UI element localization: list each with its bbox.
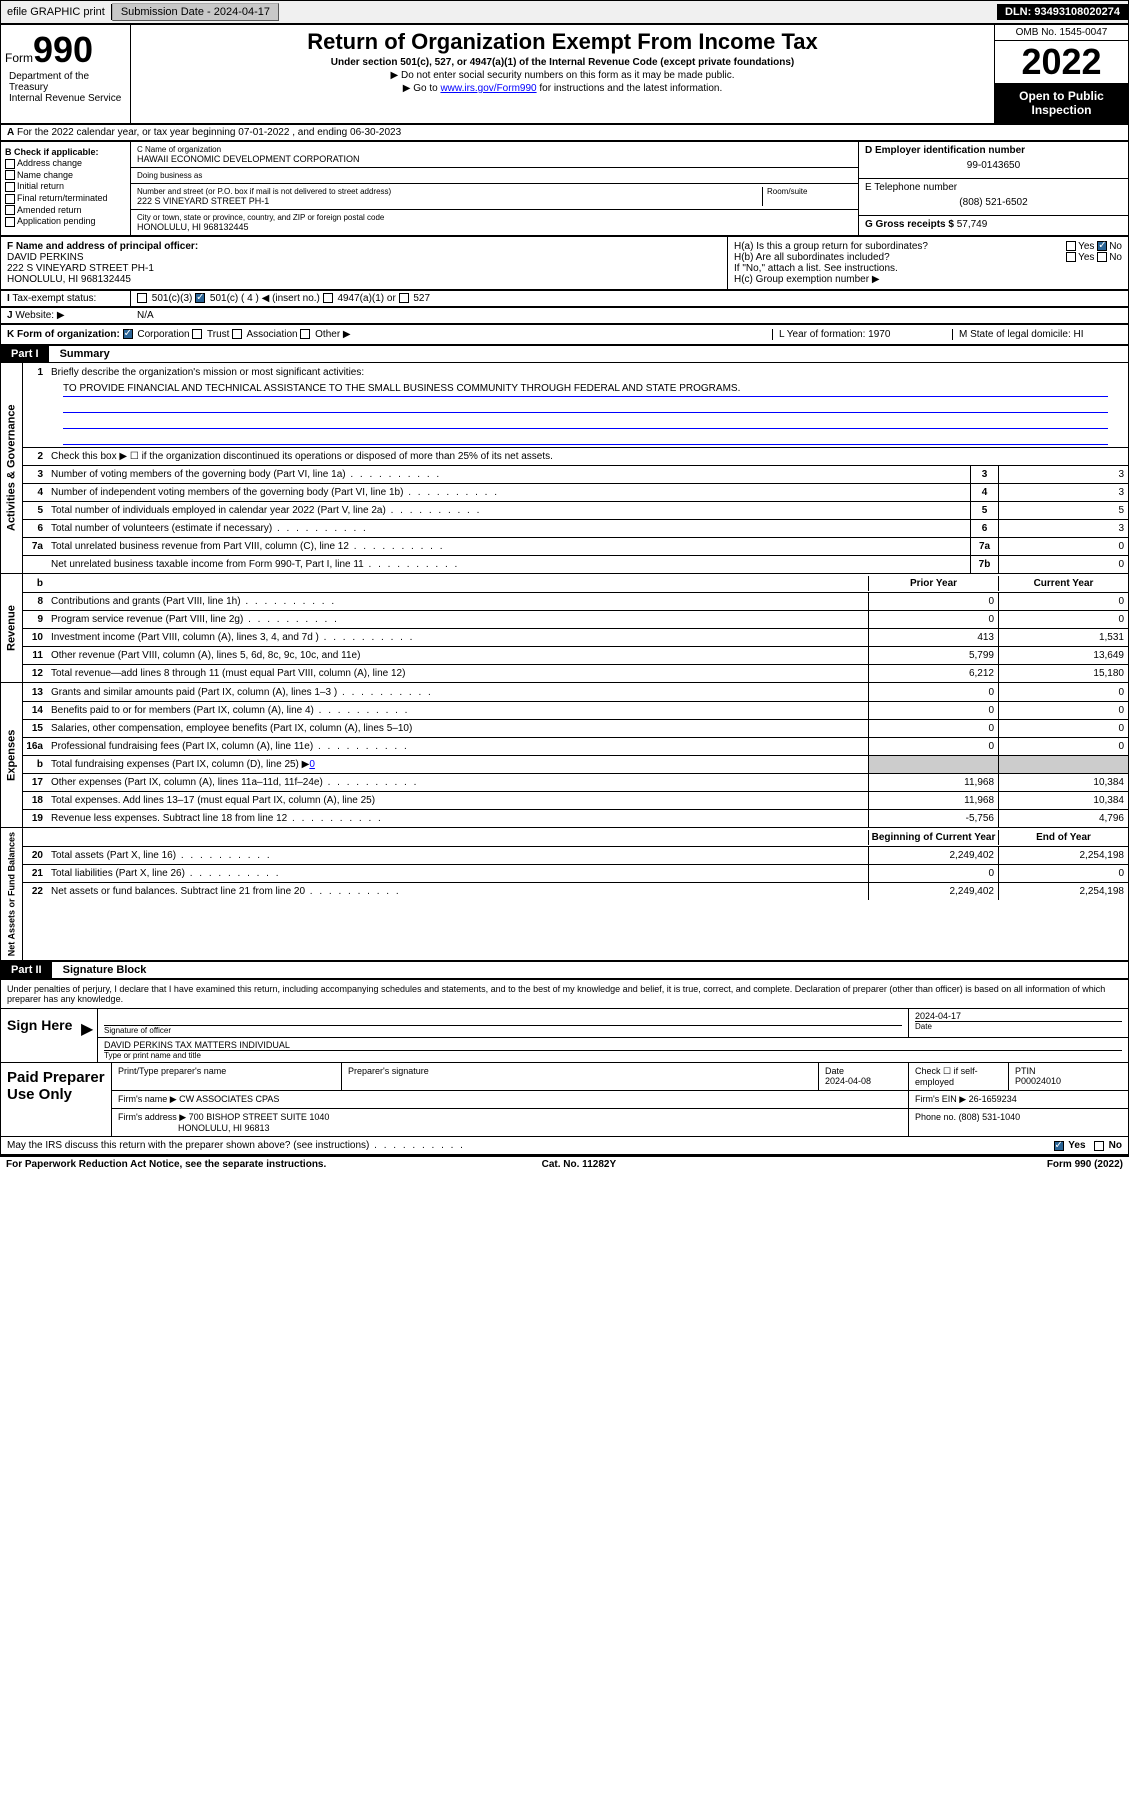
org-city: HONOLULU, HI 968132445	[137, 222, 852, 232]
org-name: HAWAII ECONOMIC DEVELOPMENT CORPORATION	[137, 154, 852, 164]
irs-link[interactable]: www.irs.gov/Form990	[440, 83, 536, 94]
expenses-section: Expenses 13Grants and similar amounts pa…	[0, 683, 1129, 828]
discuss-no-checkbox[interactable]	[1094, 1141, 1104, 1151]
part2-header: Part II Signature Block	[0, 961, 1129, 979]
dln-label: DLN: 93493108020274	[997, 4, 1128, 20]
arrow-icon: ▶	[81, 1009, 97, 1062]
officer-name: DAVID PERKINS TAX MATTERS INDIVIDUAL	[104, 1040, 1122, 1050]
header-center: Return of Organization Exempt From Incom…	[131, 25, 994, 123]
form-subtitle: Under section 501(c), 527, or 4947(a)(1)…	[139, 57, 986, 68]
form-note2: ▶ Go to www.irs.gov/Form990 for instruct…	[139, 83, 986, 94]
row-a-period: A For the 2022 calendar year, or tax yea…	[0, 124, 1129, 141]
org-street: 222 S VINEYARD STREET PH-1	[137, 196, 762, 206]
topbar: efile GRAPHIC print Submission Date - 20…	[0, 0, 1129, 24]
group-return: H(a) Is this a group return for subordin…	[728, 237, 1128, 289]
phone-value: (808) 521-6502	[865, 193, 1122, 212]
paid-preparer-label: Paid Preparer Use Only	[1, 1063, 111, 1136]
ein-value: 99-0143650	[865, 156, 1122, 175]
main-info: B Check if applicable: Address change Na…	[0, 141, 1129, 236]
submission-date-button[interactable]: Submission Date - 2024-04-17	[112, 3, 279, 21]
year-formation: L Year of formation: 1970	[772, 329, 952, 340]
row-fh: F Name and address of principal officer:…	[0, 236, 1129, 290]
omb-label: OMB No. 1545-0047	[995, 25, 1128, 41]
firm-name: CW ASSOCIATES CPAS	[179, 1094, 279, 1104]
form-header: Form990 Department of the Treasury Inter…	[0, 24, 1129, 124]
signature-block: Under penalties of perjury, I declare th…	[0, 979, 1129, 1155]
form-note1: ▶ Do not enter social security numbers o…	[139, 70, 986, 81]
application-pending-checkbox[interactable]	[5, 217, 15, 227]
dept-label: Department of the Treasury	[5, 71, 126, 93]
col-right: D Employer identification number99-01436…	[858, 142, 1128, 235]
row-i: I Tax-exempt status: 501(c)(3) 501(c) ( …	[0, 290, 1129, 307]
form-number-box: Form990 Department of the Treasury Inter…	[1, 25, 131, 123]
principal-officer: F Name and address of principal officer:…	[1, 237, 728, 289]
form-title: Return of Organization Exempt From Incom…	[139, 29, 986, 55]
sig-intro: Under penalties of perjury, I declare th…	[1, 980, 1128, 1008]
address-change-checkbox[interactable]	[5, 159, 15, 169]
vtab-activities: Activities & Governance	[1, 363, 23, 573]
amended-return-checkbox[interactable]	[5, 205, 15, 215]
irs-label: Internal Revenue Service	[5, 93, 126, 104]
activities-governance: Activities & Governance 1Briefly describ…	[0, 363, 1129, 574]
discuss-yes-checkbox[interactable]	[1054, 1141, 1064, 1151]
vtab-expenses: Expenses	[1, 683, 23, 827]
tax-year: 2022	[995, 41, 1128, 83]
col-b-checkboxes: B Check if applicable: Address change Na…	[1, 142, 131, 235]
efile-label: efile GRAPHIC print	[1, 4, 112, 20]
501c4-checkbox[interactable]	[195, 293, 205, 303]
col-c: C Name of organizationHAWAII ECONOMIC DE…	[131, 142, 858, 235]
mission-text: TO PROVIDE FINANCIAL AND TECHNICAL ASSIS…	[63, 383, 1108, 397]
final-return-checkbox[interactable]	[5, 194, 15, 204]
group-return-no[interactable]	[1097, 241, 1107, 251]
inspection-label: Open to Public Inspection	[995, 83, 1128, 123]
vtab-revenue: Revenue	[1, 574, 23, 682]
gross-receipts: 57,749	[957, 219, 988, 230]
revenue-section: Revenue bPrior YearCurrent Year 8Contrib…	[0, 574, 1129, 683]
row-k: K Form of organization: Corporation Trus…	[0, 324, 1129, 345]
initial-return-checkbox[interactable]	[5, 182, 15, 192]
header-right: OMB No. 1545-0047 2022 Open to Public In…	[994, 25, 1128, 123]
corporation-checkbox[interactable]	[123, 329, 133, 339]
discuss-row: May the IRS discuss this return with the…	[1, 1136, 1128, 1154]
website-value: N/A	[131, 308, 1128, 323]
row-j: J Website: ▶ N/A	[0, 307, 1129, 324]
name-change-checkbox[interactable]	[5, 170, 15, 180]
sign-here-label: Sign Here	[1, 1009, 81, 1062]
page-footer: For Paperwork Reduction Act Notice, see …	[0, 1155, 1129, 1172]
net-assets-section: Net Assets or Fund Balances Beginning of…	[0, 828, 1129, 961]
state-domicile: M State of legal domicile: HI	[952, 329, 1122, 340]
part1-header: Part I Summary	[0, 345, 1129, 363]
vtab-net-assets: Net Assets or Fund Balances	[1, 828, 23, 960]
